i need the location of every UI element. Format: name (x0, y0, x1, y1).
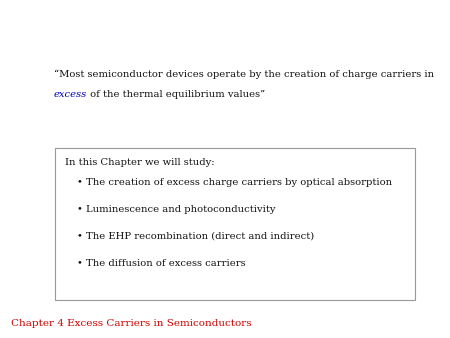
Text: • The creation of excess charge carriers by optical absorption: • The creation of excess charge carriers… (77, 178, 392, 187)
Text: • The EHP recombination (direct and indirect): • The EHP recombination (direct and indi… (77, 232, 314, 241)
Text: excess: excess (54, 90, 87, 99)
Bar (55, 148, 415, 300)
Text: In this Chapter we will study:: In this Chapter we will study: (65, 158, 215, 167)
Text: “Most semiconductor devices operate by the creation of charge carriers in: “Most semiconductor devices operate by t… (54, 69, 434, 79)
Text: • The diffusion of excess carriers: • The diffusion of excess carriers (77, 259, 246, 268)
Text: of the thermal equilibrium values”: of the thermal equilibrium values” (87, 90, 266, 99)
Text: • Luminescence and photoconductivity: • Luminescence and photoconductivity (77, 205, 275, 214)
Text: Chapter 4 Excess Carriers in Semiconductors: Chapter 4 Excess Carriers in Semiconduct… (11, 319, 252, 329)
